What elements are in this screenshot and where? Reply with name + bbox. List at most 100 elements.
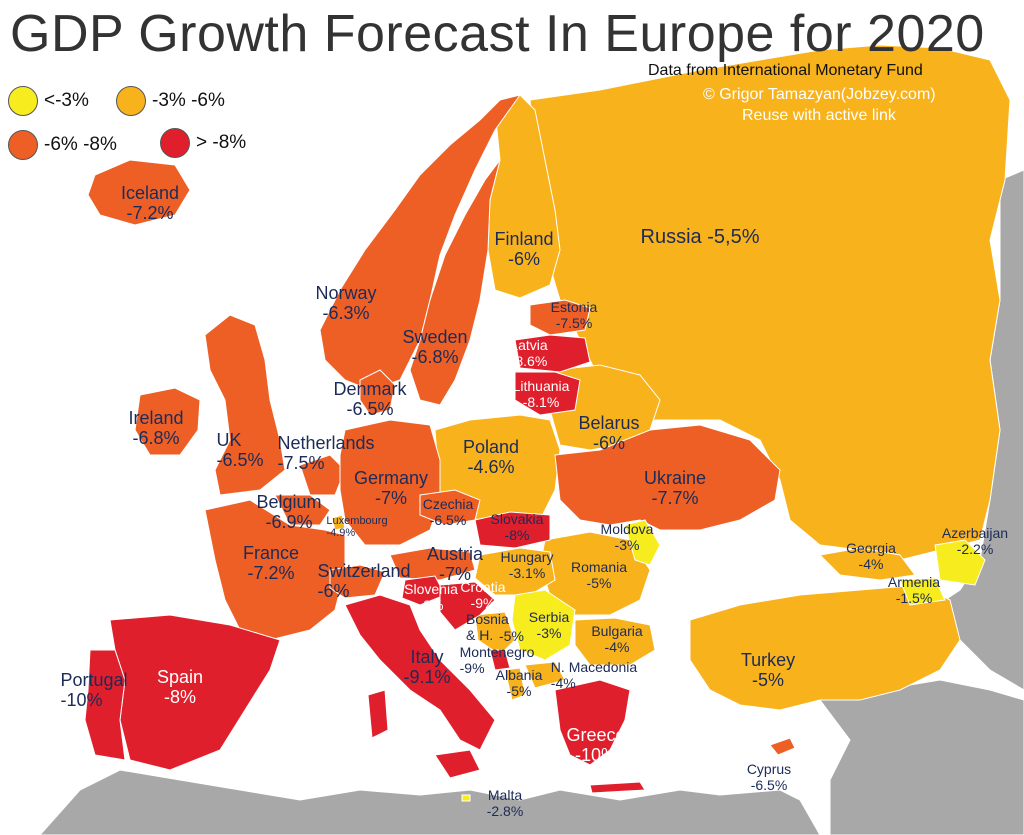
albania-shape [504,667,526,701]
label-sweden: Sweden -6.8% [402,327,467,367]
cyprus-shape [769,737,796,756]
label-uk-name: UK [216,430,242,450]
label-czechia-name: Czechia [422,496,474,512]
label-bulgaria: Bulgaria -4% [591,623,642,655]
label-moldova: Moldova -3% [600,521,654,553]
label-serbia-value: -3% [536,624,562,641]
label-italy-value: -9.1% [403,667,451,688]
legend-item-orange: -3% -6% [116,86,225,116]
label-romania: Romania -5% [570,559,628,591]
legend-label-yellow: <-3% [44,90,89,111]
label-north-macedonia-name: N. Macedonia [550,659,638,675]
label-montenegro: Montenegro -9% [459,644,535,676]
label-slovakia-name: Slovakia [490,511,544,527]
label-portugal-value: -10% [60,690,103,711]
label-luxembourg: Luxembourg -4.9% [326,515,387,540]
label-latvia-name: Latvia [510,337,548,353]
label-luxembourg-value: -4.9% [326,527,356,540]
label-romania-name: Romania [570,559,628,575]
label-croatia-name: Croatia [460,579,506,595]
label-azerbaijan-value: -2.2% [956,540,994,557]
legend-item-yellow: <-3% [8,86,89,116]
label-switzerland-name: Switzerland [317,561,411,581]
label-ukraine: Ukraine -7.7% [644,468,706,508]
label-netherlands-name: Netherlands [277,433,375,453]
label-spain-name: Spain [156,667,204,687]
label-belgium: Belgium -6.9% [256,492,321,532]
label-greece-name: Greece [566,725,626,745]
label-russia-name: Russia [640,226,702,248]
label-georgia: Georgia -4% [846,540,896,572]
label-france: France -7.2% [243,543,299,583]
label-portugal: Portugal -10% [60,670,127,710]
label-finland-name: Finland [494,229,554,249]
label-latvia: Latvia -8.6% [510,337,548,369]
label-germany: Germany -7% [354,468,428,508]
label-lithuania: Lithuania -8.1% [513,378,570,410]
label-ukraine-value: -7.7% [651,488,699,509]
italy-shape [344,594,496,751]
legend-swatch-yellow [8,86,38,116]
label-iceland-value: -7.2% [126,203,174,224]
denmark-shape [359,369,396,416]
label-azerbaijan: Azerbaijan -2.2% [942,525,1008,557]
label-slovakia-value: -8% [504,526,530,543]
label-lithuania-value: -8.1% [522,393,560,410]
label-estonia: Estonia -7.5% [551,299,598,331]
label-moldova-name: Moldova [600,521,654,537]
middle-east-land [819,679,1024,835]
croatia-shape [439,581,496,631]
sardinia-shape [367,689,389,739]
label-cyprus: Cyprus -6.5% [747,761,791,793]
turkey-shape [689,584,961,711]
label-latvia-value: -8.6% [510,352,548,369]
hungary-shape [474,547,556,596]
malta-shape [461,794,471,802]
label-belarus: Belarus -6% [578,413,639,453]
legend-item-dark-orange: -6% -8% [8,130,117,160]
france-shape [204,499,346,641]
data-source-note: Data from International Monetary Fund [648,62,923,79]
slovenia-shape [401,575,446,606]
label-finland-value: -6% [507,249,541,270]
africa-land [39,769,821,835]
legend-swatch-red [160,128,190,158]
label-belarus-value: -6% [592,433,625,454]
label-germany-name: Germany [353,468,429,488]
lithuania-shape [514,371,581,416]
copyright-note: © Grigor Tamazyan(Jobzey.com) [703,86,936,103]
label-norway-name: Norway [315,283,377,303]
label-spain: Spain -8% [157,667,203,707]
label-hungary-value: -3.1% [508,564,546,581]
label-romania-value: -5% [586,574,612,591]
label-switzerland-value: -6% [317,581,350,602]
label-czechia: Czechia -6.5% [422,496,474,528]
label-bulgaria-value: -4% [604,638,630,655]
label-belgium-value: -6.9% [265,512,313,533]
label-greece-value: -10% [574,745,618,766]
label-denmark-value: -6.5% [346,399,394,420]
label-malta: Malta -2.8% [487,787,524,819]
label-estonia-value: -7.5% [555,314,593,331]
label-denmark: Denmark -6.5% [333,379,406,419]
portugal-shape [84,649,126,761]
label-montenegro-value: -9% [459,659,485,676]
label-slovenia: Slovenia -8% [404,581,458,613]
legend-label-orange: -3% -6% [152,90,225,111]
label-belarus-name: Belarus [578,413,640,433]
montenegro-shape [489,649,511,671]
label-france-value: -7.2% [247,563,295,584]
label-norway: Norway -6.3% [315,283,376,323]
armenia-shape [899,577,946,606]
ireland-shape [134,387,201,456]
label-portugal-name: Portugal [60,670,128,690]
luxembourg-shape [331,514,346,531]
map-title: GDP Growth Forecast In Europe for 2020 [10,5,985,63]
label-armenia-value: -1.5% [895,589,933,606]
label-italy-name: Italy [410,647,444,667]
label-hungary: Hungary -3.1% [501,549,554,581]
north-macedonia-shape [524,661,566,689]
label-sweden-name: Sweden [402,327,468,347]
